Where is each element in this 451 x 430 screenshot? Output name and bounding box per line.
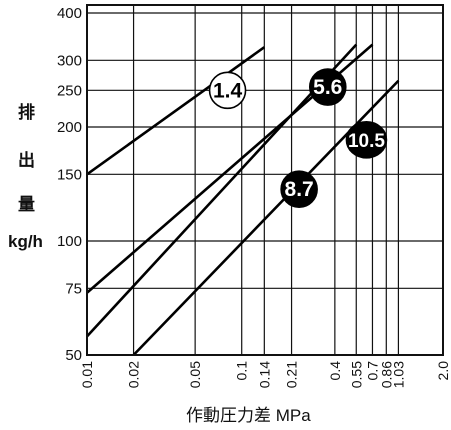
x-axis-label: 作動圧力差 MPa	[186, 406, 311, 425]
y-tick-label: 250	[57, 82, 82, 99]
x-tick-label: 0.01	[79, 361, 95, 388]
y-axis-label-char-2: 出	[18, 151, 35, 170]
y-tick-label: 400	[57, 5, 82, 22]
y-axis-label-char-1: 排	[18, 103, 35, 122]
series-label-text: 8.7	[285, 178, 314, 201]
x-tick-label: 2.0	[435, 361, 451, 381]
x-tick-label: 0.7	[364, 361, 380, 381]
series-label-bubble	[280, 170, 318, 209]
x-tick-labels: 0.01 0.02 0.05 0.1 0.14 0.21 0.4 0.55 0.70.861.0…	[79, 361, 451, 388]
series-label-bubble	[345, 121, 388, 159]
y-tick-label: 150	[57, 166, 82, 183]
series-label-8-7: 8.7	[280, 170, 318, 209]
x-tick-label: 0.05	[187, 361, 203, 388]
series-labels: 1.4 5.6 8.7 10.5	[208, 68, 388, 209]
series-label-bubble	[308, 68, 347, 106]
series-label-text: 10.5	[348, 131, 385, 152]
series-label-10-5: 10.5	[345, 121, 388, 159]
series-label-1-4: 1.4	[208, 71, 247, 110]
x-tick-label: 0.86	[378, 361, 394, 388]
x-tick-label: 1.03	[390, 361, 406, 388]
x-tick-label: 0.02	[126, 361, 142, 388]
y-tick-label: 200	[57, 119, 82, 136]
y-tick-label: 100	[57, 233, 82, 250]
x-tick-label: 0.55	[348, 361, 364, 388]
x-tick-label: 0.21	[284, 361, 300, 388]
grid	[86, 5, 444, 356]
series-line-1-4	[86, 46, 266, 176]
y-axis-label-char-3: 量	[18, 195, 35, 214]
y-tick-label: 50	[65, 347, 82, 364]
x-tick-label: 0.1	[234, 361, 250, 381]
y-tick-label: 300	[57, 52, 82, 69]
series-label-text: 5.6	[313, 76, 342, 99]
y-tick-labels: 400 300 250 200 150 100 75 50	[57, 5, 82, 364]
series-label-text: 1.4	[213, 79, 243, 102]
series-label-bubble	[208, 71, 247, 110]
x-tick-label: 0.4	[327, 361, 343, 381]
y-axis-unit: kg/h	[8, 232, 43, 251]
x-tick-label: 0.14	[256, 361, 272, 388]
y-tick-label: 75	[65, 280, 82, 297]
series-label-5-6: 5.6	[308, 68, 347, 106]
plot-frame	[86, 4, 444, 356]
